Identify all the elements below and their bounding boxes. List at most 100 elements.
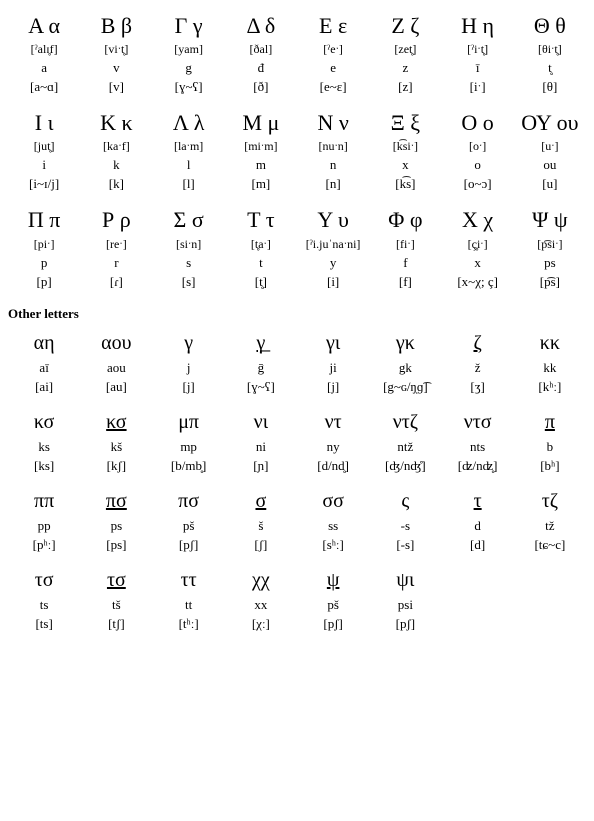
letter-name-ipa: [θiˑt̥] [538, 42, 562, 57]
letter-cell: Ν ν[nuˑn]n[n] [297, 105, 369, 202]
letter-transliteration: nts [470, 439, 485, 455]
letter-phoneme: [pʃ] [323, 616, 343, 632]
letter-cell: Β β[viˑt̥]v[v] [80, 8, 152, 105]
letter-glyph: Γ γ [175, 14, 203, 38]
letter-transliteration: m [256, 157, 266, 173]
letter-cell: Υ υ[ˀi.juˈnaˑni]y[i] [297, 202, 369, 299]
letter-transliteration: b [547, 439, 554, 455]
letter-transliteration: n [330, 157, 337, 173]
letter-glyph: Φ φ [388, 208, 422, 232]
letter-glyph: αη [34, 332, 55, 354]
letter-transliteration: x [402, 157, 409, 173]
letter-transliteration: ī [476, 60, 480, 76]
letter-cell: χχxx[χː] [225, 563, 297, 642]
letter-name-ipa: [fiˑ] [396, 237, 415, 252]
letter-cell: νιni[ɲ] [225, 405, 297, 484]
letter-glyph: Χ χ [462, 208, 493, 232]
letter-transliteration: xx [254, 597, 267, 613]
letter-phoneme: [e~ɛ] [320, 79, 347, 95]
letter-cell: Μ μ[miˑm]m[m] [225, 105, 297, 202]
letter-cell: Ψ ψ[p͡siˑ]ps[p͡s] [514, 202, 586, 299]
letter-phoneme: [s] [182, 274, 196, 290]
letter-name-ipa: [ðal] [250, 42, 273, 57]
letter-glyph: Υ υ [317, 208, 348, 232]
letter-name-ipa: [ˀeˑ] [323, 42, 343, 57]
letter-transliteration: psi [398, 597, 413, 613]
letter-phoneme: [pʃ] [396, 616, 416, 632]
letter-glyph: γ̲ [256, 332, 265, 354]
letter-cell: Ο ο[oˑ]o[o~ɔ] [442, 105, 514, 202]
letter-transliteration: l [187, 157, 191, 173]
letter-name-ipa: [p͡siˑ] [537, 237, 562, 252]
letter-glyph: Ι ι [35, 111, 54, 135]
letter-phoneme: [l] [182, 176, 194, 192]
letter-phoneme: [j] [182, 379, 194, 395]
letter-phoneme: [iˑ] [470, 79, 486, 95]
letter-phoneme: [ts] [35, 616, 52, 632]
letter-phoneme: [n] [326, 176, 341, 192]
letter-glyph: Μ μ [242, 111, 279, 135]
letter-transliteration: ks [38, 439, 50, 455]
letter-transliteration: f [403, 255, 407, 271]
letter-phoneme: [ɲ] [253, 458, 268, 474]
letter-transliteration: mp [180, 439, 197, 455]
letter-transliteration: p [41, 255, 48, 271]
letter-glyph: Β β [101, 14, 132, 38]
letter-transliteration: s [186, 255, 191, 271]
letter-transliteration: aī [39, 360, 48, 376]
letter-phoneme: [ɣ~ʕ] [175, 79, 203, 95]
letter-phoneme: [ks] [34, 458, 54, 474]
letter-cell: πσps[ps] [80, 484, 152, 563]
letter-phoneme: [x~χ; ç] [457, 274, 498, 290]
letter-cell: ΟΥ ου[uˑ]ou[u] [514, 105, 586, 202]
letter-cell: Θ θ[θiˑt̥]t̥[θ] [514, 8, 586, 105]
letter-cell: Ι ι[jut̥]i[i~ɪ/j] [8, 105, 80, 202]
letter-glyph: ψ [327, 569, 340, 591]
letter-cell: μπmp[b/mb̥] [153, 405, 225, 484]
letter-phoneme: [ʤ/nʤ̊] [385, 458, 426, 474]
letter-cell: πσpš[pʃ] [153, 484, 225, 563]
letter-transliteration: tt [185, 597, 192, 613]
letter-glyph: Ξ ξ [391, 111, 420, 135]
letter-transliteration: ss [328, 518, 338, 534]
letter-glyph: τσ [35, 569, 54, 591]
letter-name-ipa: [siˑn] [176, 237, 201, 252]
letter-transliteration: a [41, 60, 47, 76]
letter-phoneme: [t̥] [255, 274, 267, 290]
letter-transliteration: ny [327, 439, 340, 455]
letter-cell: Α α[ˀalɪ̥f]a[a~ɑ] [8, 8, 80, 105]
letter-phoneme: [k] [109, 176, 124, 192]
letter-transliteration: -s [401, 518, 410, 534]
letter-phoneme: [χː] [252, 616, 270, 632]
letter-name-ipa: [kaˑf] [103, 139, 130, 154]
letter-glyph: ντ [325, 411, 342, 433]
letter-glyph: Κ κ [100, 111, 132, 135]
letter-transliteration: ps [544, 255, 556, 271]
letter-cell: ντ ny [d/nd̥] [297, 405, 369, 484]
letter-cell: σσss[sʰː] [297, 484, 369, 563]
letter-phoneme: [ʃ] [254, 537, 267, 553]
letter-glyph: Σ σ [174, 208, 204, 232]
letter-cell: Ε ε[ˀeˑ]e[e~ɛ] [297, 8, 369, 105]
letter-cell: ντζntž[ʤ/nʤ̊] [369, 405, 441, 484]
letter-phoneme: [ɾ] [110, 274, 123, 290]
letter-transliteration: t [259, 255, 263, 271]
letter-phoneme: [kʰː] [538, 379, 561, 395]
letter-transliteration: ji [330, 360, 337, 376]
letter-glyph: νι [254, 411, 268, 433]
letter-glyph: Α α [28, 14, 60, 38]
letter-cell: τσtš[tʃ] [80, 563, 152, 642]
letter-phoneme: [d/nd̥] [317, 458, 349, 474]
letter-phoneme: [g~ɢ/ŋ̩ɡ͡] [383, 379, 428, 395]
letter-cell: πb[bʰ] [514, 405, 586, 484]
letter-glyph: ντσ [464, 411, 492, 433]
letter-phoneme: [i] [327, 274, 339, 290]
letter-phoneme: [z] [398, 79, 412, 95]
letter-glyph: ψι [396, 569, 414, 591]
letter-glyph: ς [401, 490, 409, 512]
letter-phoneme: [f] [399, 274, 412, 290]
letter-transliteration: aou [107, 360, 126, 376]
letter-phoneme: [pʰː] [33, 537, 56, 553]
letter-phoneme: [tʃ] [108, 616, 125, 632]
letter-transliteration: g [185, 60, 192, 76]
